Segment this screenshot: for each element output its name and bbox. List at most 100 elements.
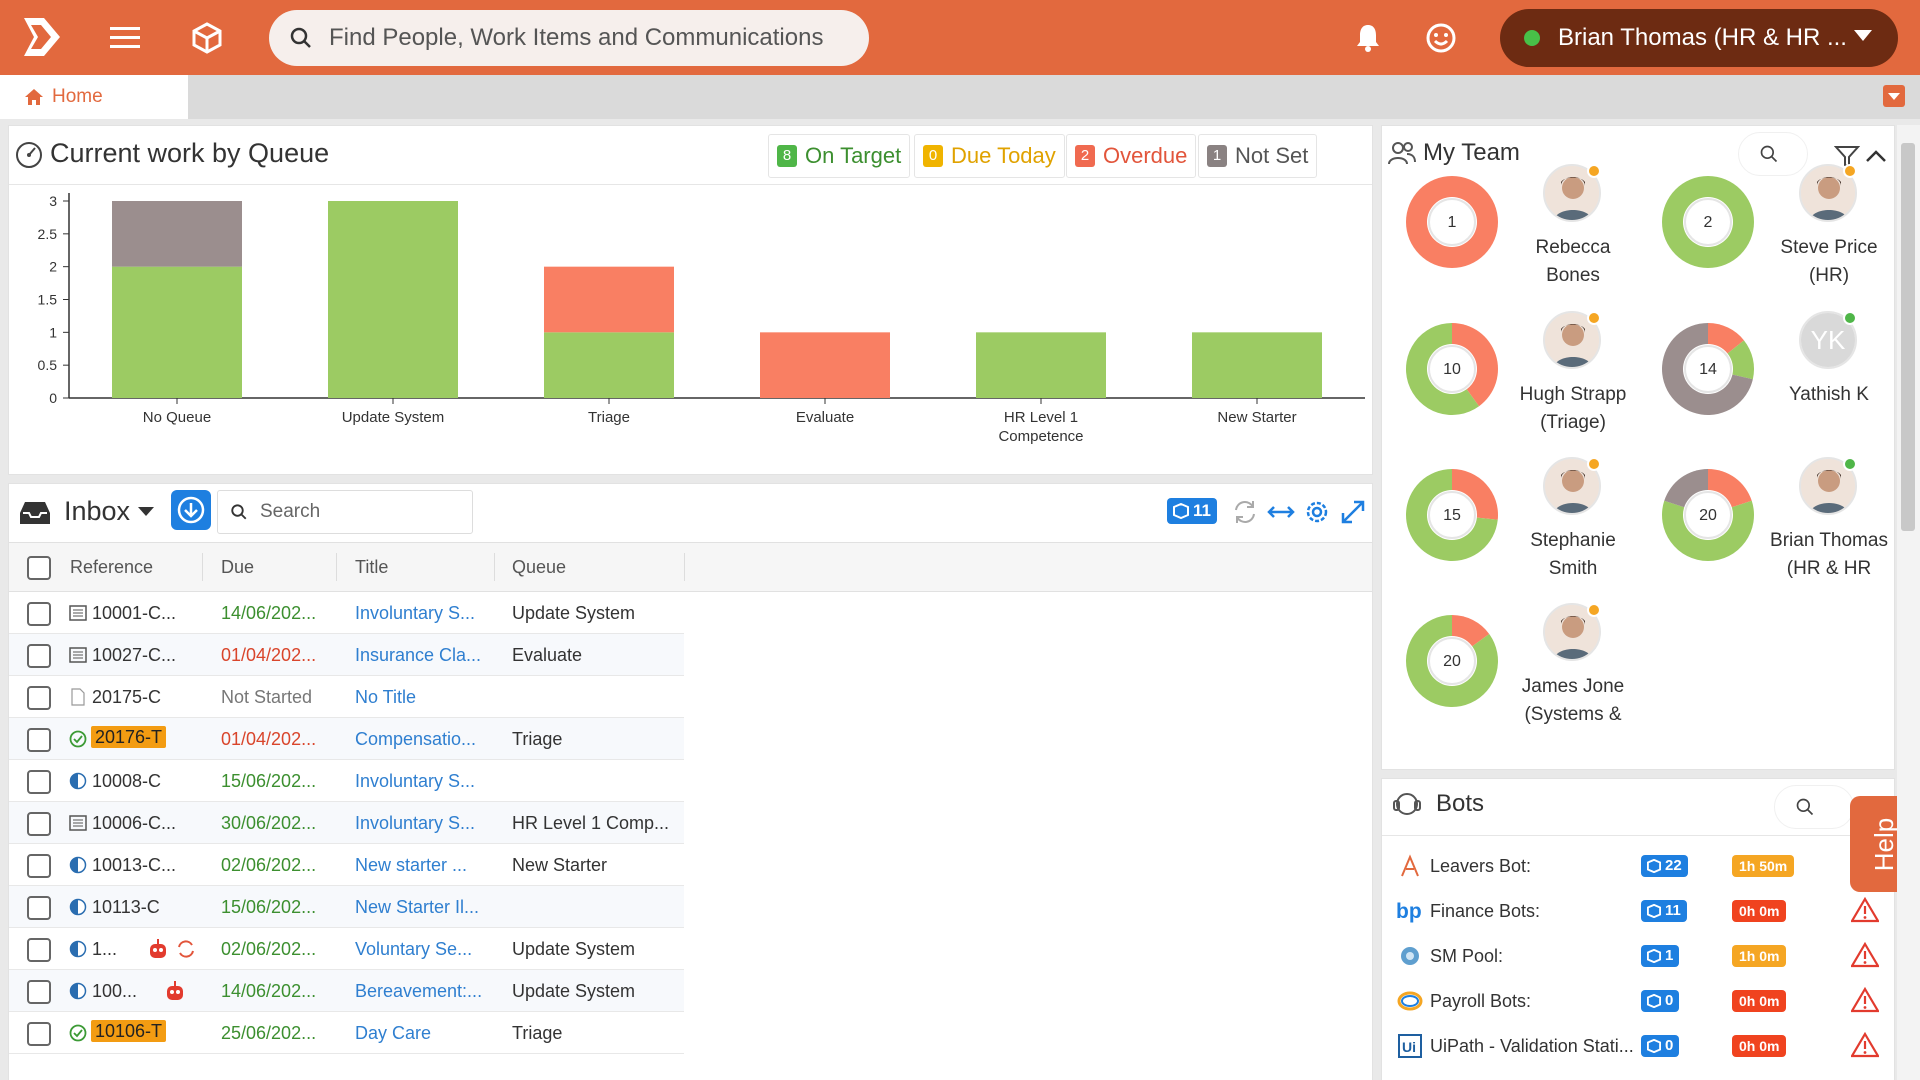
reference-cell[interactable]: 1... <box>92 939 118 959</box>
fit-width-icon[interactable] <box>1267 498 1295 526</box>
title-link[interactable]: Involuntary S... <box>355 813 476 833</box>
bot-queue-badge[interactable]: 0 <box>1641 1035 1680 1057</box>
smiley-icon[interactable] <box>1421 18 1461 58</box>
title-link[interactable]: Involuntary S... <box>355 771 476 791</box>
row-checkbox[interactable] <box>27 812 51 836</box>
reference-cell[interactable]: 100... <box>92 981 138 1001</box>
bot-row[interactable]: Leavers Bot: 22 1h 50m <box>1382 844 1892 888</box>
member-name[interactable]: Stephanie Smith <box>1514 527 1632 583</box>
team-member-card[interactable]: 15 Stephanie Smith <box>1394 457 1644 597</box>
row-checkbox[interactable] <box>27 896 51 920</box>
member-name[interactable]: Hugh Strapp (Triage) <box>1514 381 1632 437</box>
avatar[interactable] <box>1543 457 1601 515</box>
download-button[interactable] <box>171 490 211 530</box>
tab-home[interactable]: Home <box>0 75 188 119</box>
reference-cell[interactable]: 20175-C <box>92 687 162 707</box>
member-name[interactable]: Brian Thomas (HR & HR <box>1770 527 1888 583</box>
menu-icon[interactable] <box>105 18 145 58</box>
table-row[interactable]: 20176-T 01/04/202... Compensatio... Triage <box>9 718 684 760</box>
team-member-card[interactable]: 1 Rebecca Bones <box>1394 164 1644 304</box>
member-name[interactable]: Steve Price (HR) <box>1770 234 1888 290</box>
table-row[interactable]: 10013-C... 02/06/202... New starter ... New… <box>9 844 684 886</box>
column-header-reference[interactable]: Reference <box>70 557 154 577</box>
bot-queue-badge[interactable]: 1 <box>1641 945 1680 967</box>
row-checkbox[interactable] <box>27 686 51 710</box>
member-name[interactable]: Yathish K <box>1770 381 1888 409</box>
refresh-icon[interactable] <box>1231 498 1259 526</box>
legend-overdue-button[interactable]: 2 Overdue <box>1066 134 1197 178</box>
warning-icon[interactable] <box>1851 897 1879 923</box>
table-row[interactable]: 1... 02/06/202... Voluntary Se... Update Sy… <box>9 928 684 970</box>
user-menu[interactable]: Brian Thomas (HR & HR ... <box>1500 9 1898 67</box>
tab-overflow-button[interactable] <box>1883 85 1905 107</box>
team-search-button[interactable] <box>1738 132 1808 176</box>
row-checkbox[interactable] <box>27 728 51 752</box>
bot-queue-badge[interactable]: 0 <box>1641 990 1680 1012</box>
gear-icon[interactable] <box>1303 498 1331 526</box>
table-row[interactable]: 20175-C Not Started No Title <box>9 676 684 718</box>
expand-icon[interactable] <box>1339 498 1367 526</box>
title-link[interactable]: Day Care <box>355 1023 432 1043</box>
warning-icon[interactable] <box>1851 987 1879 1013</box>
reference-cell[interactable]: 10006-C... <box>92 813 177 833</box>
title-link[interactable]: Insurance Cla... <box>355 645 482 665</box>
table-row[interactable]: 10006-C... 30/06/202... Involuntary S... HR… <box>9 802 684 844</box>
warning-icon[interactable] <box>1851 1032 1879 1058</box>
legend-not-set-button[interactable]: 1 Not Set <box>1198 134 1318 178</box>
reference-cell[interactable]: 10027-C... <box>92 645 177 665</box>
team-member-card[interactable]: 2 Steve Price (HR) <box>1650 164 1900 304</box>
column-divider[interactable] <box>494 553 495 581</box>
chevron-up-icon[interactable] <box>1864 144 1888 168</box>
column-divider[interactable] <box>336 553 337 581</box>
bot-queue-badge[interactable]: 11 <box>1641 900 1687 922</box>
select-all-checkbox[interactable] <box>27 556 51 580</box>
bot-row[interactable]: bp Finance Bots: 11 0h 0m <box>1382 889 1892 933</box>
scrollbar-thumb[interactable] <box>1901 143 1915 531</box>
team-member-card[interactable]: 10 Hugh Strapp (Triage) <box>1394 311 1644 451</box>
title-link[interactable]: Compensatio... <box>355 729 477 749</box>
inbox-count-badge[interactable]: 11 <box>1167 498 1217 524</box>
title-link[interactable]: Bereavement:... <box>355 981 483 1001</box>
bot-row[interactable]: Ui UiPath - Validation Stati... 0 0h 0m <box>1382 1024 1892 1068</box>
team-member-card[interactable]: 14 YK Yathish K <box>1650 311 1900 451</box>
inbox-view-selector[interactable]: Inbox <box>64 496 155 527</box>
bot-queue-badge[interactable]: 22 <box>1641 855 1688 877</box>
title-link[interactable]: Involuntary S... <box>355 603 476 623</box>
title-link[interactable]: New starter ... <box>355 855 468 875</box>
row-checkbox[interactable] <box>27 770 51 794</box>
table-row[interactable]: 10001-C... 14/06/202... Involuntary S... Up… <box>9 592 684 634</box>
team-member-card[interactable]: 20 Brian Thomas (HR & HR <box>1650 457 1900 597</box>
member-name[interactable]: James Jone (Systems & <box>1514 673 1632 729</box>
table-row[interactable]: 100... 14/06/202... Bereavement:... Update … <box>9 970 684 1012</box>
column-divider[interactable] <box>684 553 685 581</box>
cube-icon[interactable] <box>187 18 227 58</box>
table-row[interactable]: 10027-C... 01/04/202... Insurance Cla... Ev… <box>9 634 684 676</box>
table-row[interactable]: 10113-C 15/06/202... New Starter Il... <box>9 886 684 928</box>
page-scrollbar[interactable] <box>1897 125 1920 1080</box>
row-checkbox[interactable] <box>27 980 51 1004</box>
bots-search-button[interactable] <box>1774 785 1854 829</box>
legend-due-today-button[interactable]: 0 Due Today <box>914 134 1065 178</box>
bot-row[interactable]: Payroll Bots: 0 0h 0m <box>1382 979 1892 1023</box>
row-checkbox[interactable] <box>27 938 51 962</box>
column-header-due[interactable]: Due <box>221 557 255 577</box>
reference-cell[interactable]: 10113-C <box>92 897 160 917</box>
reference-cell[interactable]: 10013-C... <box>92 855 177 875</box>
reference-cell[interactable]: 10001-C... <box>92 603 177 623</box>
row-checkbox[interactable] <box>27 602 51 626</box>
column-divider[interactable] <box>202 553 203 581</box>
title-link[interactable]: Voluntary Se... <box>355 939 473 959</box>
title-link[interactable]: No Title <box>355 687 417 707</box>
reference-cell[interactable]: 10008-C <box>92 771 162 791</box>
table-row[interactable]: 10106-T 25/06/202... Day Care Triage <box>9 1012 684 1054</box>
legend-on-target-button[interactable]: 8 On Target <box>768 134 911 178</box>
inbox-search-input[interactable]: Search <box>217 490 473 534</box>
avatar[interactable] <box>1799 164 1857 222</box>
row-checkbox[interactable] <box>27 644 51 668</box>
bot-row[interactable]: SM Pool: 1 1h 0m <box>1382 934 1892 978</box>
column-header-queue[interactable]: Queue <box>512 557 567 577</box>
bell-icon[interactable] <box>1348 18 1388 58</box>
team-member-card[interactable]: 20 James Jone (Systems & <box>1394 603 1644 743</box>
row-checkbox[interactable] <box>27 1022 51 1046</box>
row-checkbox[interactable] <box>27 854 51 878</box>
